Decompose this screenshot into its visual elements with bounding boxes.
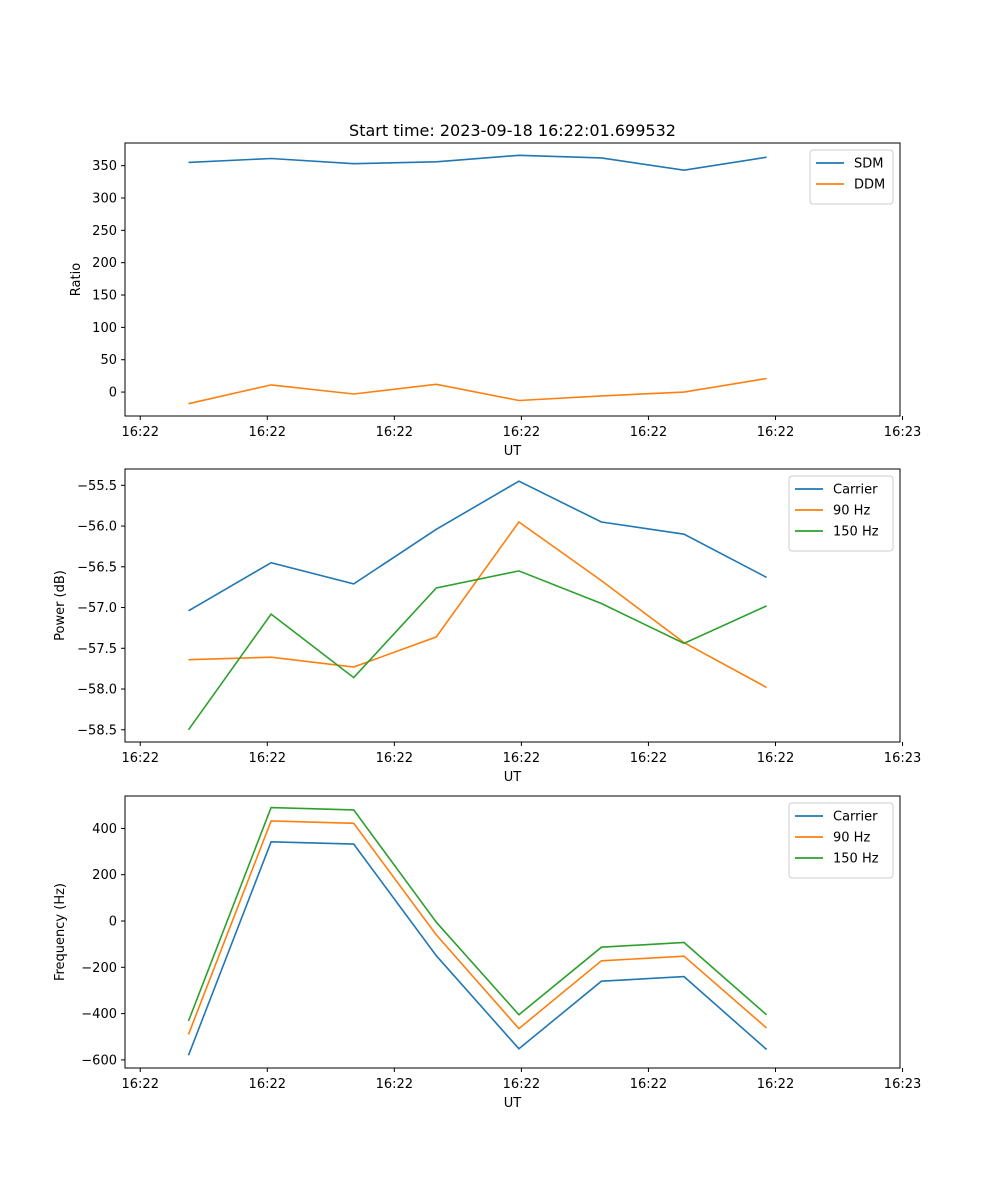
- ratio-ytick-label: 0: [109, 386, 117, 401]
- power-plot-area: −58.5 −58.0 −57.5 −57.0 −56.5 −56.0 −55.5 16:22…: [53, 468, 921, 785]
- frequency-legend-box: [788, 802, 894, 879]
- ratio-ytick-label: 200: [92, 256, 117, 271]
- power-ytick-label: −55.5: [77, 479, 117, 494]
- frequency-legend: Carrier 90 Hz 150 Hz: [788, 802, 894, 879]
- frequency-xtick-label: 16:22: [376, 1077, 413, 1092]
- ratio-legend: SDM DDM: [809, 149, 894, 205]
- power-series-150-hz: [187, 570, 767, 731]
- ratio-plot-area: 0 50 100 150 200 250 300 350 16:22 16:22 16:22 16:2…: [69, 142, 921, 459]
- ratio-xtick-label: 16:22: [630, 425, 667, 440]
- power-legend-label: Carrier: [833, 483, 878, 498]
- frequency-ytick-label: −400: [81, 1007, 117, 1022]
- frequency-xtick-label: 16:22: [757, 1077, 794, 1092]
- frequency-axes-frame: [124, 795, 901, 1069]
- power-legend-box: [788, 475, 894, 552]
- frequency-ytick-label: 400: [92, 822, 117, 837]
- ratio-xtick-label: 16:22: [503, 425, 540, 440]
- frequency-xtick-label: 16:22: [249, 1077, 286, 1092]
- frequency-y-axis-label: Frequency (Hz): [53, 883, 68, 981]
- frequency-xtick-label: 16:22: [630, 1077, 667, 1092]
- power-xtick-label: 16:22: [630, 751, 667, 766]
- ratio-y-axis-label: Ratio: [69, 263, 84, 296]
- frequency-legend-label: 90 Hz: [833, 831, 870, 846]
- ratio-ytick-label: 250: [92, 224, 117, 239]
- power-xtick-label: 16:22: [122, 751, 159, 766]
- ratio-series-sdm: [188, 154, 767, 172]
- power-ytick-label: −56.5: [77, 560, 117, 575]
- power-y-axis-label: Power (dB): [53, 570, 68, 641]
- power-xtick-label: 16:22: [757, 751, 794, 766]
- ratio-x-axis-label: UT: [504, 444, 522, 459]
- power-ytick-label: −58.0: [77, 683, 117, 698]
- ratio-xtick-label: 16:22: [757, 425, 794, 440]
- ratio-ytick-label: 100: [92, 321, 117, 336]
- frequency-series-carrier: [187, 840, 768, 1056]
- power-legend-label: 150 Hz: [833, 525, 879, 540]
- power-xtick-label: 16:22: [376, 751, 413, 766]
- power-axes-frame: [124, 468, 901, 743]
- ratio-series-ddm: [188, 377, 767, 405]
- power-xtick-label: 16:23: [884, 751, 921, 766]
- ratio-legend-label: SDM: [854, 157, 883, 172]
- frequency-legend-label: Carrier: [833, 810, 878, 825]
- frequency-series-150-hz: [187, 806, 768, 1022]
- power-ytick-label: −58.5: [77, 723, 117, 738]
- ratio-xtick-label: 16:22: [376, 425, 413, 440]
- frequency-x-axis-label: UT: [504, 1096, 522, 1111]
- ratio-ytick-label: 350: [92, 159, 117, 174]
- frequency-plot-area: −600 −400 −200 0 200 400 16:22 16:22 16:22 16:22 1…: [53, 795, 921, 1111]
- ratio-xtick-label: 16:23: [884, 425, 921, 440]
- frequency-ytick-label: 0: [109, 915, 117, 930]
- frequency-xtick-label: 16:23: [884, 1077, 921, 1092]
- power-series-carrier: [188, 480, 767, 612]
- power-x-axis-label: UT: [504, 770, 522, 785]
- frequency-xtick-label: 16:22: [122, 1077, 159, 1092]
- frequency-series-90-hz: [187, 820, 768, 1035]
- power-xtick-label: 16:22: [249, 751, 286, 766]
- chart-power: −58.5 −58.0 −57.5 −57.0 −56.5 −56.0 −55.5 16:22…: [53, 468, 921, 785]
- ratio-ytick-label: 150: [92, 289, 117, 304]
- power-legend-label: 90 Hz: [833, 504, 870, 519]
- ratio-ytick-label: 300: [92, 191, 117, 206]
- power-ytick-label: −57.5: [77, 642, 117, 657]
- figure-title: Start time: 2023-09-18 16:22:01.699532: [349, 121, 676, 140]
- frequency-ytick-label: −600: [81, 1053, 117, 1068]
- ratio-xtick-label: 16:22: [122, 425, 159, 440]
- chart-ratio: 0 50 100 150 200 250 300 350 16:22 16:22 16:22 16:2…: [69, 142, 921, 459]
- frequency-xtick-label: 16:22: [503, 1077, 540, 1092]
- power-legend: Carrier 90 Hz 150 Hz: [788, 475, 894, 552]
- power-xtick-label: 16:22: [503, 751, 540, 766]
- ratio-legend-label: DDM: [854, 178, 885, 193]
- chart-frequency: −600 −400 −200 0 200 400 16:22 16:22 16:22 16:22 1…: [53, 795, 921, 1111]
- power-ytick-label: −57.0: [77, 601, 117, 616]
- frequency-legend-label: 150 Hz: [833, 852, 879, 867]
- frequency-ytick-label: −200: [81, 961, 117, 976]
- ratio-ytick-label: 50: [100, 353, 117, 368]
- frequency-ytick-label: 200: [92, 868, 117, 883]
- power-ytick-label: −56.0: [77, 520, 117, 535]
- ratio-xtick-label: 16:22: [249, 425, 286, 440]
- ratio-axes-frame: [124, 142, 901, 417]
